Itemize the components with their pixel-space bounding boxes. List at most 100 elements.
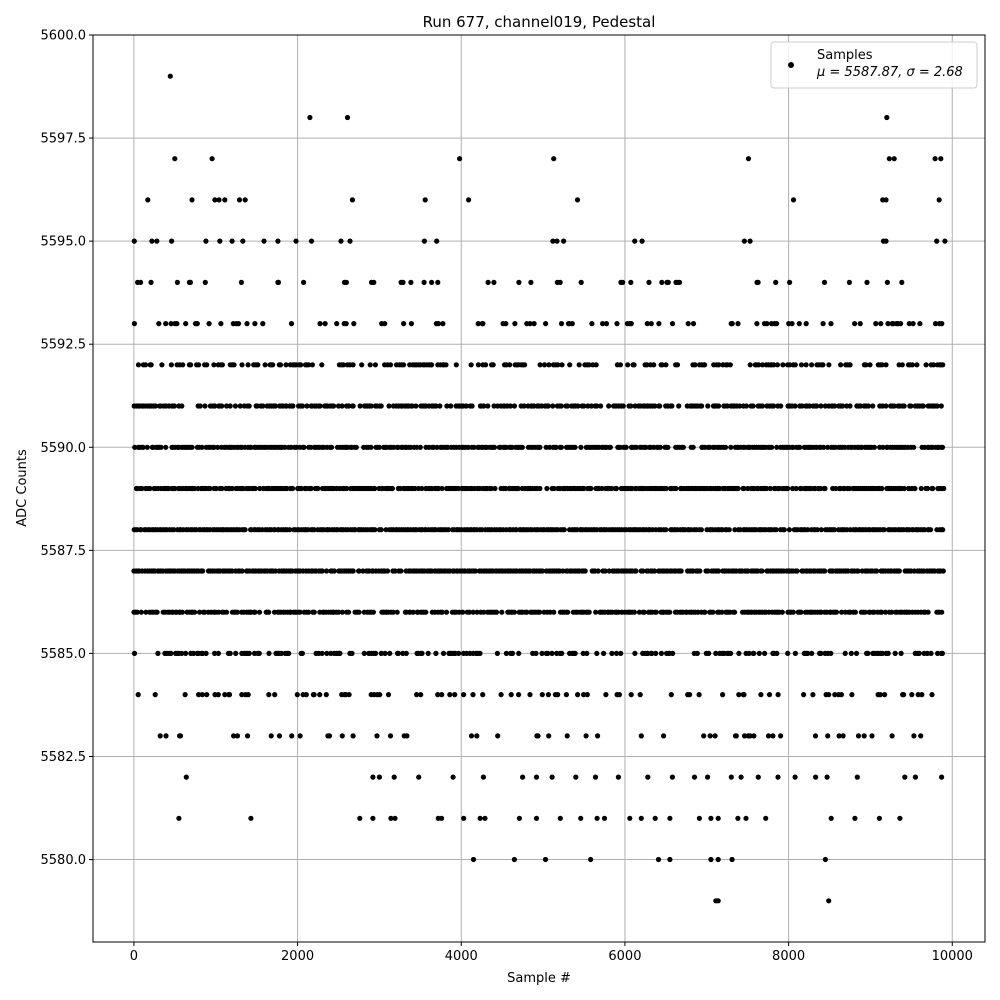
- data-point: [305, 362, 312, 368]
- data-point: [879, 485, 885, 492]
- data-point: [439, 609, 445, 615]
- data-point: [864, 279, 870, 285]
- data-point: [339, 403, 345, 409]
- data-point: [567, 362, 573, 368]
- data-point: [222, 197, 228, 203]
- data-point: [392, 568, 398, 574]
- data-point: [287, 527, 293, 533]
- data-point: [528, 279, 534, 285]
- data-point: [932, 156, 938, 162]
- data-point: [842, 650, 848, 657]
- data-point: [206, 321, 212, 327]
- data-point: [131, 238, 137, 244]
- data-point: [659, 362, 665, 368]
- data-point: [557, 279, 563, 285]
- data-point: [665, 279, 671, 285]
- data-point: [469, 403, 475, 409]
- data-point: [398, 568, 404, 574]
- data-point: [697, 568, 703, 574]
- data-point: [317, 403, 323, 409]
- data-point: [531, 321, 537, 327]
- data-point: [131, 321, 137, 327]
- data-point: [564, 733, 570, 739]
- data-point: [301, 444, 307, 450]
- data-point: [390, 609, 396, 615]
- data-point: [515, 485, 521, 492]
- data-point: [422, 197, 428, 203]
- data-point: [215, 650, 221, 657]
- data-point: [879, 362, 885, 368]
- data-point: [838, 362, 844, 368]
- data-point: [537, 485, 543, 492]
- data-point: [774, 321, 780, 327]
- data-point: [216, 197, 222, 203]
- data-point: [169, 238, 175, 244]
- data-point: [779, 609, 785, 615]
- data-point: [712, 733, 718, 739]
- data-point: [495, 733, 501, 739]
- data-point: [809, 650, 815, 657]
- data-point: [923, 362, 929, 368]
- data-point: [588, 403, 595, 409]
- data-point: [339, 609, 345, 615]
- data-point: [350, 733, 356, 739]
- data-point: [584, 692, 590, 698]
- data-point: [215, 692, 221, 698]
- data-point: [212, 197, 218, 203]
- data-point: [488, 485, 494, 492]
- data-point: [906, 321, 912, 327]
- data-point: [553, 444, 559, 450]
- data-point: [533, 815, 540, 821]
- data-point: [272, 403, 279, 409]
- data-point: [236, 197, 243, 203]
- data-point: [737, 403, 743, 409]
- data-point: [450, 774, 456, 780]
- data-point: [157, 733, 163, 739]
- data-point: [716, 403, 722, 409]
- data-point: [349, 650, 355, 657]
- data-point: [822, 568, 828, 574]
- data-point: [388, 815, 394, 821]
- data-point: [134, 609, 140, 615]
- data-point: [747, 238, 753, 244]
- data-point: [908, 403, 914, 409]
- data-point: [409, 403, 415, 409]
- data-point: [207, 485, 213, 492]
- data-point: [603, 321, 610, 327]
- data-point: [762, 650, 768, 657]
- data-point: [196, 692, 202, 698]
- data-point: [373, 650, 379, 657]
- data-point: [189, 197, 195, 203]
- data-point: [741, 692, 747, 698]
- data-point: [297, 609, 303, 615]
- data-point: [219, 403, 225, 409]
- data-point: [939, 774, 945, 780]
- data-point: [215, 444, 221, 450]
- data-point: [503, 650, 509, 657]
- data-point: [499, 609, 505, 615]
- data-point: [401, 362, 407, 368]
- data-point: [219, 362, 225, 368]
- data-point: [638, 815, 644, 821]
- data-point: [561, 238, 567, 244]
- data-point: [466, 197, 472, 203]
- data-point: [724, 403, 730, 409]
- data-point: [785, 485, 791, 492]
- data-point: [865, 650, 871, 657]
- data-point: [470, 856, 477, 863]
- data-point: [343, 279, 349, 285]
- data-point: [820, 321, 826, 327]
- data-point: [691, 774, 698, 780]
- data-point: [674, 362, 681, 368]
- data-point: [209, 156, 215, 162]
- data-point: [873, 321, 879, 327]
- data-point: [915, 692, 921, 698]
- data-point: [705, 774, 711, 780]
- data-point: [434, 444, 440, 450]
- data-point: [445, 527, 452, 533]
- data-point: [601, 650, 607, 657]
- data-point: [602, 568, 608, 574]
- data-point: [368, 403, 374, 409]
- data-point: [592, 774, 599, 780]
- data-point: [653, 609, 659, 615]
